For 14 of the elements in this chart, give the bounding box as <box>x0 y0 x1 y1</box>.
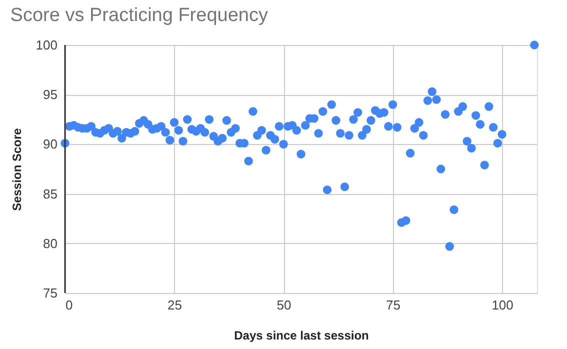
y-axis-title: Session Score <box>10 128 24 211</box>
y-tick-label: 90 <box>43 136 58 152</box>
y-tick-label: 100 <box>36 38 58 52</box>
y-tick-label: 95 <box>43 87 58 102</box>
x-tick-label: 25 <box>168 298 182 312</box>
x-axis-title: Days since last session <box>234 328 369 342</box>
y-tick-label: 80 <box>43 236 58 251</box>
y-tick-label: 75 <box>43 286 58 300</box>
chart-title: Score vs Practicing Frequency <box>10 5 268 26</box>
x-tick-label: 100 <box>492 298 514 312</box>
x-tick-label: 50 <box>276 298 292 312</box>
x-tick-label: 75 <box>386 298 401 312</box>
y-tick-label: 85 <box>43 186 58 202</box>
x-tick-label: 0 <box>66 298 73 312</box>
